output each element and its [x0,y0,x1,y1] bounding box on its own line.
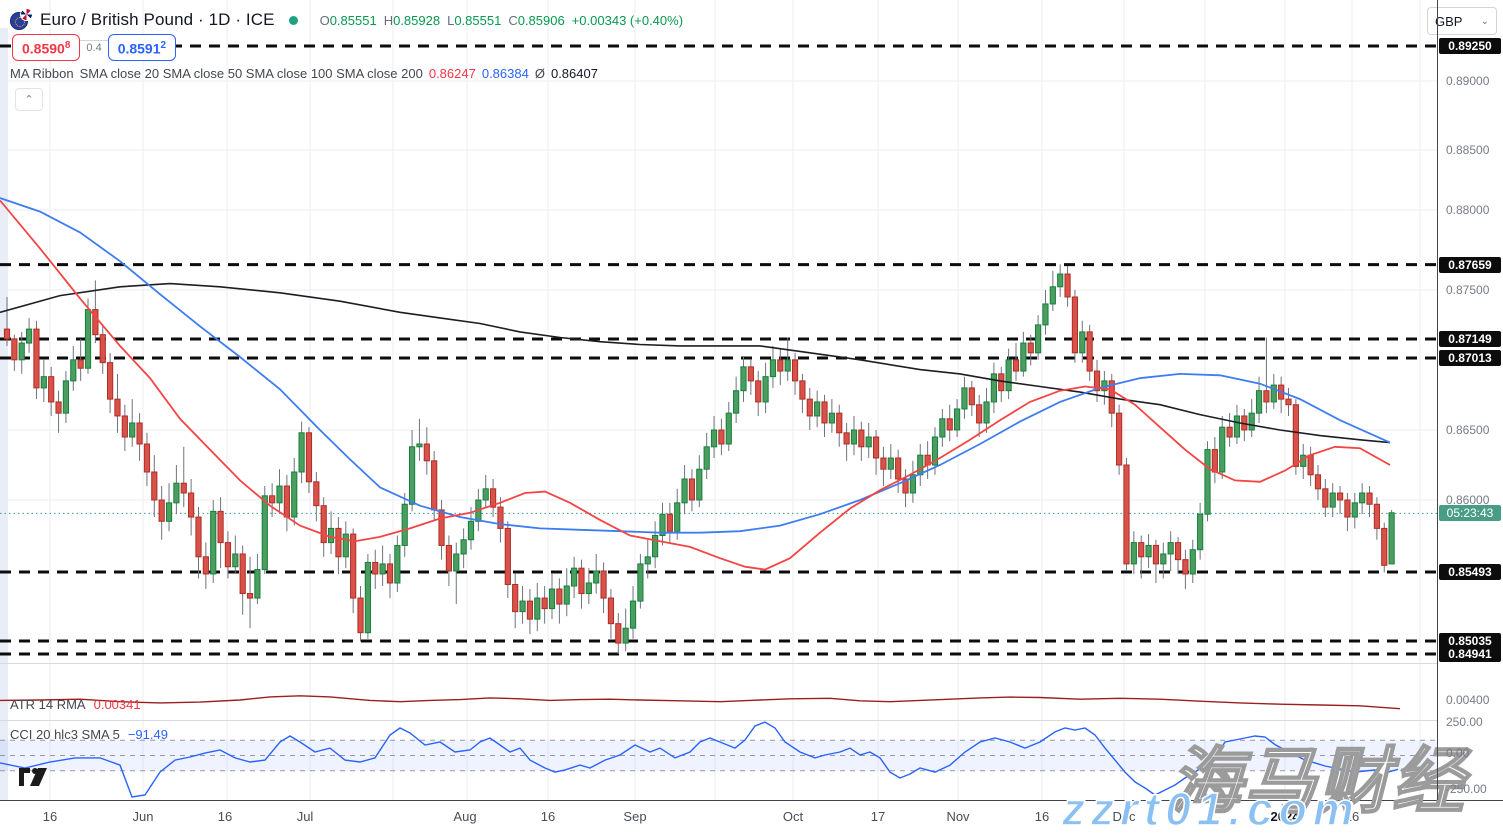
level-price-badge: 0.85035 [1439,633,1501,649]
time-axis-label: Sep [623,809,647,824]
time-axis-label: Aug [453,809,477,824]
countdown-badge: 05:23:43 [1439,505,1501,522]
ohlc-key: H [383,12,394,28]
price-tick: 0.87500 [1446,283,1490,297]
left-edge-strip [0,28,8,800]
ohlc-key: C [508,12,518,28]
cci-axis-tick: 250.00 [1446,715,1483,729]
candles [3,264,1395,655]
level-price-badge: 0.84941 [1439,646,1501,662]
cci-axis-tick: -250.00 [1446,782,1487,796]
cci-title: CCI 20 hlc3 SMA 5 [10,727,120,742]
tradingview-logo[interactable] [18,767,48,787]
time-axis-label: 16 [42,809,58,824]
atr-title: ATR 14 RMA [10,697,86,712]
price-tick: 0.88500 [1446,143,1490,157]
currency-label: GBP [1435,13,1463,29]
time-axis-label: 17 [870,809,886,824]
ma-ribbon-legend[interactable]: MA Ribbon SMA close 20 SMA close 50 SMA … [10,66,598,81]
time-axis-label: 2024 [1270,809,1300,824]
time-axis-label: Jul [296,809,314,824]
atr-line [0,695,1401,710]
time-axis-label: Jun [132,809,154,824]
currency-selector-button[interactable]: GBP ⌄ [1427,7,1497,35]
time-axis-label: 16 [1034,809,1050,824]
level-price-badge: 0.87149 [1439,331,1501,347]
ma-ribbon-sma50-value: 0.86384 [481,66,529,81]
atr-legend[interactable]: ATR 14 RMA 0.00341 [10,697,141,712]
time-axis[interactable]: 16 Jun 16 Jul Aug 16 Sep Oct 17 Nov 16 Dec 2024 16 [0,800,1503,834]
ohlc-values: O0.85551 H0.85928 L0.85551 C0.85906 +0.00343… [320,13,683,28]
level-price-badge: 0.89250 [1439,38,1501,54]
atr-axis-tick: 0.00400 [1446,693,1490,707]
symbol-title[interactable]: Euro / British Pound · 1D · ICE [40,10,275,29]
level-price-badge: 0.87659 [1439,256,1501,273]
price-tick: 0.86500 [1446,423,1490,437]
price-axis[interactable]: 0.89000 0.88500 0.88000 0.87500 0.86500 0.860… [1437,0,1503,800]
ohlc-value: 0.85906 [517,12,565,28]
ohlc-value: 0.85551 [454,12,502,28]
price-tick: 0.89000 [1446,74,1490,88]
atr-value: 0.00341 [93,697,141,712]
level-price-badge: 0.87013 [1439,350,1501,366]
price-tick: 0.86000 [1446,493,1490,507]
chart-legend-row: Euro / British Pound · 1D · ICE O0.85551… [10,8,683,32]
level-price-badge: 0.85493 [1439,564,1501,580]
cci-axis-tick: 0.00 [1446,746,1470,760]
ohlc-key: L [447,12,455,28]
price-tick: 0.88000 [1446,203,1490,217]
market-open-dot-icon [288,15,298,25]
sma50-line [0,197,1391,534]
time-axis-label: Oct [782,809,804,824]
ohlc-key: O [319,12,330,28]
ohlc-value: 0.85551 [329,12,377,28]
change-value: +0.00343 (+0.40%) [571,12,684,28]
time-axis-label: Nov [946,809,970,824]
sma20-line [0,199,1391,571]
chevron-down-icon: ⌄ [1480,15,1489,27]
eurgbp-symbol-icon [10,9,32,31]
chart-canvas[interactable] [0,0,1437,800]
cci-legend[interactable]: CCI 20 hlc3 SMA 5 −91.49 [10,727,168,742]
cci-line [0,721,1399,798]
buy-button[interactable]: 0.85912 [107,34,177,61]
time-axis-label: 16 [1344,809,1360,824]
ma-ribbon-params: SMA close 20 SMA close 50 SMA close 100 … [79,66,423,81]
time-axis-label: 16 [540,809,556,824]
collapse-legend-button[interactable]: ⌃ [15,88,43,111]
ma-ribbon-avg-symbol: Ø [534,66,545,81]
sma200-line [0,282,1391,444]
time-axis-label: 16 [217,809,233,824]
ma-ribbon-avg-value: 0.86407 [550,66,598,81]
cci-value: −91.49 [127,727,168,742]
buy-sell-widget: 0.85908 0.4 0.85912 [12,34,177,61]
spread-label: 0.4 [80,39,108,55]
ohlc-value: 0.85928 [393,12,441,28]
ma-ribbon-title: MA Ribbon [10,66,74,81]
ma-ribbon-sma20-value: 0.86247 [428,66,476,81]
sell-button[interactable]: 0.85908 [12,34,81,61]
time-axis-label: Dec [1112,809,1136,824]
